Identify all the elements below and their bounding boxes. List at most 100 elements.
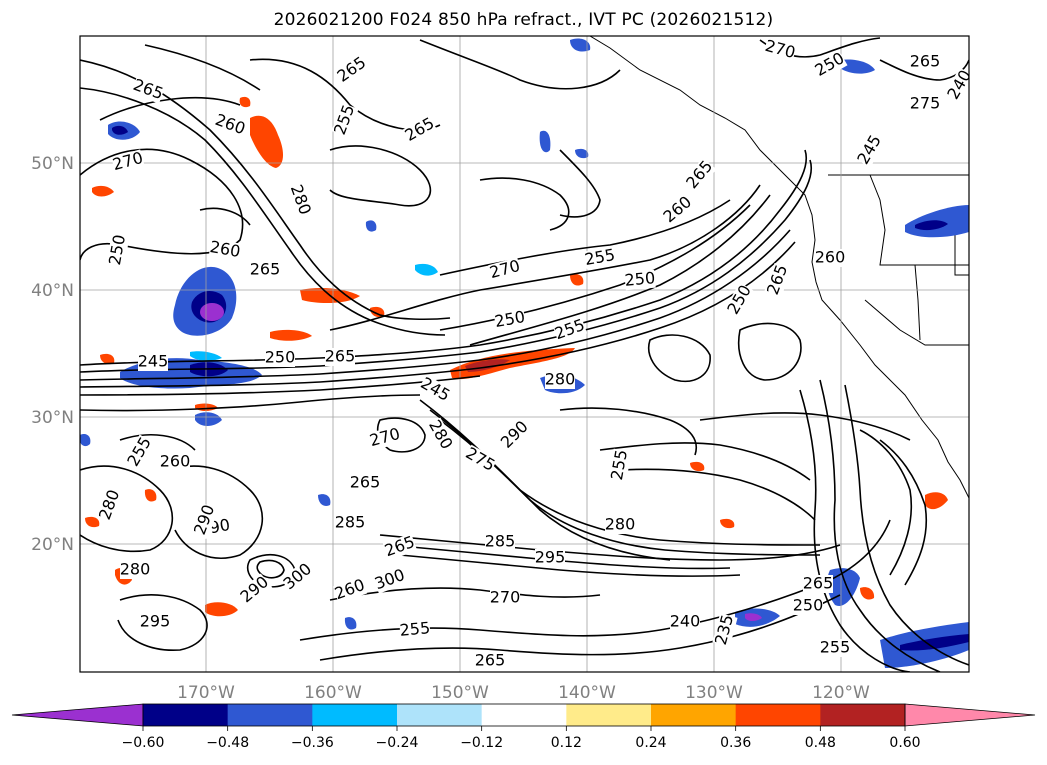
contour-label-background [124,434,156,470]
colorbar-tick-label: 0.12 [551,735,582,751]
contour-label: 265 [350,473,381,492]
lat-label-20: 20°N [31,535,74,555]
lon-label-160w: 160°W [304,683,362,703]
contour-label: 265 [325,347,356,366]
contour-label: 285 [335,513,366,532]
contour-label-background [382,533,418,561]
contour-label-background [624,269,656,291]
contour-label: 260 [160,452,191,471]
contour-label-background [670,613,700,631]
contour-label: 265 [250,260,281,279]
map-title: 2026021200 F024 850 hPa refract., IVT PC… [273,10,774,30]
colorbar-extend-min [11,703,144,727]
lon-label-150w: 150°W [431,683,489,703]
contour-label-background [332,576,368,604]
colorbar-segment [735,704,821,726]
contour-label: 265 [475,651,506,670]
colorbar-segment [481,704,567,726]
contour-label-background [138,353,168,371]
contour-label: 270 [490,588,521,607]
contour-label-background [402,114,438,146]
lon-label-140w: 140°W [558,683,616,703]
longitude-labels: 170°W 160°W 150°W 140°W 130°W 120°W [177,683,870,703]
coastline [589,36,969,499]
contour-label-background [325,348,355,366]
contour-label-background [372,566,408,594]
contour-label-background [280,560,316,594]
map-border [79,35,970,673]
colorbar-tick-label: 0.48 [805,735,836,751]
contour-label-background [331,102,359,138]
colorbar: −0.60 −0.48 −0.36 −0.24 −0.12 0.12 0.24 0.36 0.4… [11,703,1036,751]
colorbar-tick-label: −0.48 [206,735,249,751]
contour-label-background [910,53,940,71]
contour-label: 265 [803,574,834,593]
contour-label-background [712,613,738,647]
contour-label-background [493,308,527,332]
contour-label-background [130,76,166,104]
contour-label-background [724,282,756,318]
contour-label-background [111,149,145,175]
contour-label-background [237,573,273,607]
colorbar-segment [566,704,652,726]
contour-label: 265 [910,52,941,71]
contour-label: 280 [605,515,636,534]
contour-label: 280 [545,370,576,389]
contour-label-background [208,238,242,262]
contour-label-background [545,371,575,389]
lat-label-50: 50°N [31,154,74,174]
contour-label-background [212,111,248,139]
colorbar-tick-label: −0.12 [460,735,503,751]
contour-label-background [106,233,130,267]
colorbar-tick-label: 0.60 [889,735,920,751]
contour-label: 250 [793,596,824,615]
contour-label: 250 [624,268,656,290]
contour-label-background [535,549,565,567]
colorbar-border [142,703,906,727]
colorbar-segment [227,704,313,726]
lat-label-30: 30°N [31,408,74,428]
contour-label-background [140,613,170,631]
contour-label: 255 [399,618,431,640]
contour-label-background [250,261,280,279]
contour-label-background [803,575,833,593]
colorbar-tick-label: −0.24 [376,735,419,751]
contour-label: 295 [140,612,171,631]
colorbar-tick-label: 0.36 [720,735,751,751]
lon-label-170w: 170°W [177,683,235,703]
colorbar-tick-label: −0.60 [122,735,165,751]
contour-label-background [944,67,969,103]
colorbar-segment [820,704,906,726]
colorbar-segment [397,704,483,726]
colorbar-segment [651,704,737,726]
contour-label-background [424,417,456,453]
contour-label: 250 [265,348,296,367]
contour-label-background [660,193,696,227]
contour-label-background [552,316,588,344]
contour-label-background [96,487,124,523]
contour-label: 255 [820,638,851,657]
contour-label-background [583,246,617,270]
contour-label-background [286,182,314,218]
contour-label-background [763,37,797,63]
contour-label-background [490,589,520,607]
lon-label-120w: 120°W [812,683,870,703]
contour-label: 245 [138,352,169,371]
contour-label-background [812,49,848,81]
contour-label: 240 [670,612,701,631]
contour-label-background [608,448,632,482]
contour-label-background [160,453,190,471]
contour-label: 295 [535,548,566,567]
contour-label: 280 [120,560,151,579]
contour-label-background [854,132,886,168]
contour-label-background [368,425,402,451]
contour-label-background [335,514,365,532]
contour-label-background [815,249,845,267]
contour-label: 260 [815,248,846,267]
contour-label-background [910,95,940,113]
contour-label-background [488,257,522,283]
contour-label-background [334,54,370,86]
lon-label-130w: 130°W [685,683,743,703]
contour-label: 275 [910,94,941,113]
colorbar-segment [312,704,398,726]
